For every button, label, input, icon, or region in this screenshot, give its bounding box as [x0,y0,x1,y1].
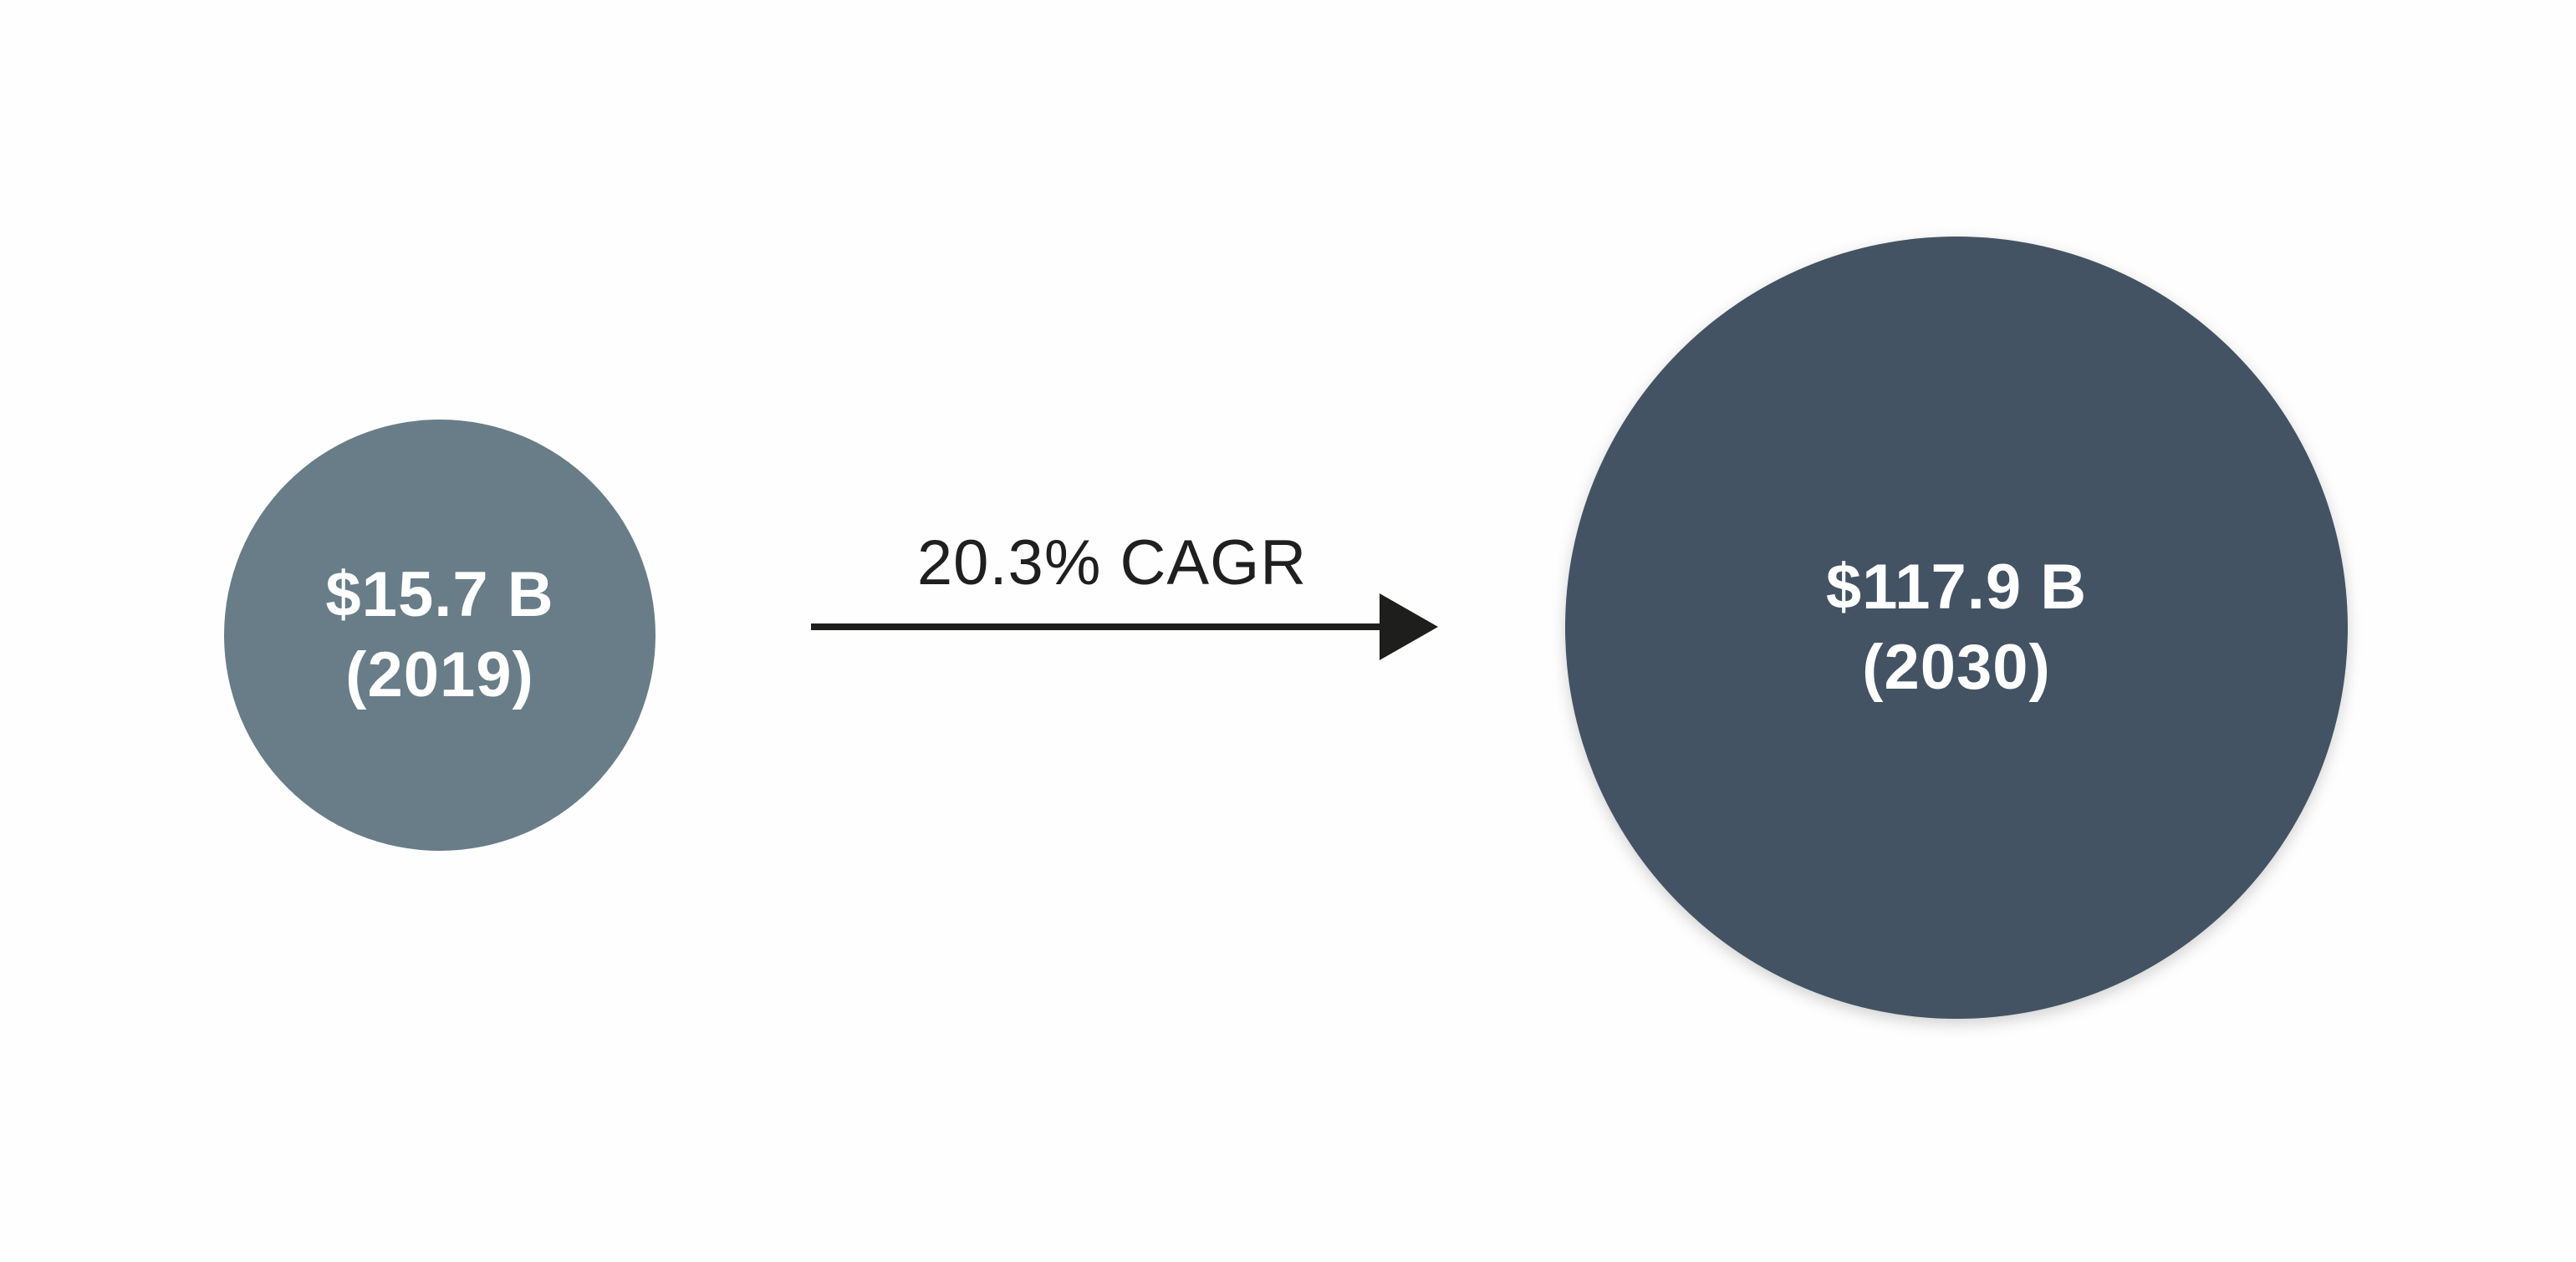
cagr-label: 20.3% CAGR [916,527,1308,598]
end-year: (2030) [1862,632,2051,703]
growth-arrow-icon [811,593,1438,660]
start-value: $15.7 B [325,559,554,630]
end-value: $117.9 B [1825,552,2088,623]
start-market-circle: $15.7 B (2019) [224,420,655,851]
start-year: (2019) [345,639,534,710]
arrow-head [1380,593,1438,660]
end-market-circle: $117.9 B (2030) [1565,237,2348,1019]
